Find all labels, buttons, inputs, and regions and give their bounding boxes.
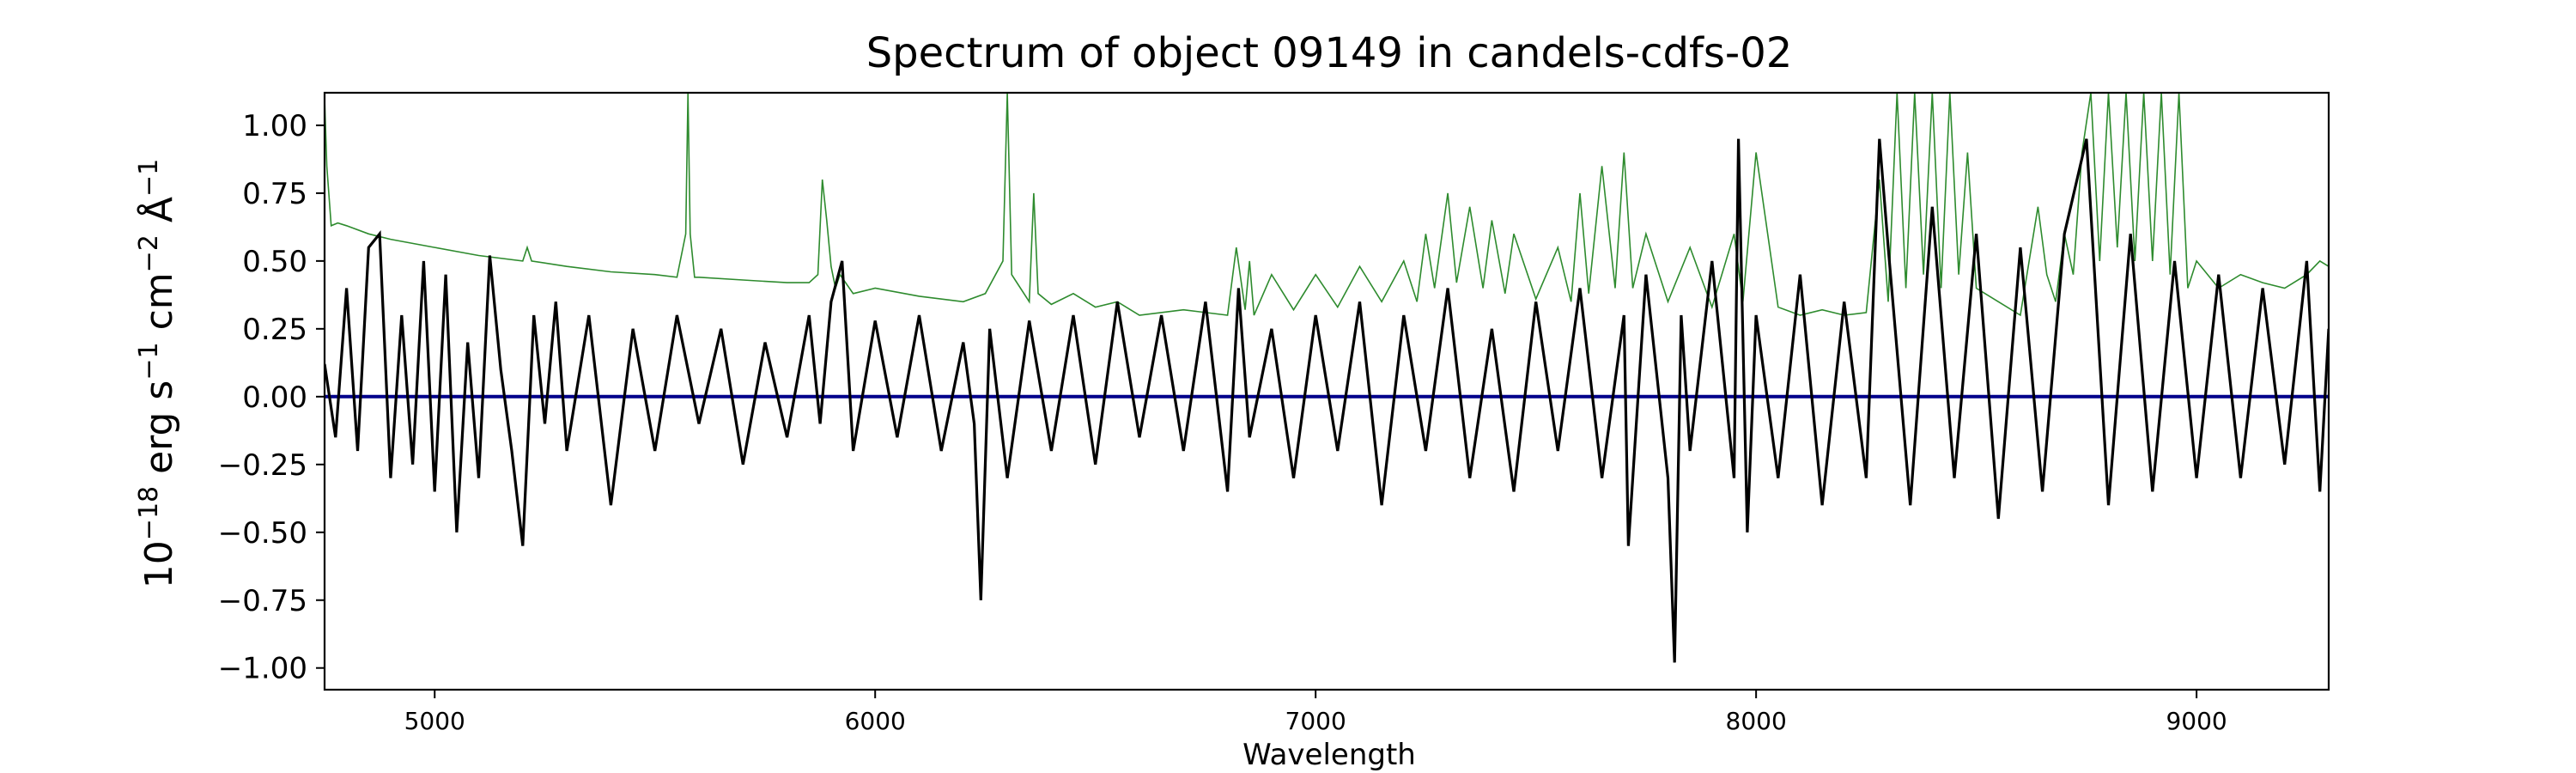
y-tick-label: 0.00 xyxy=(242,380,307,415)
y-label-exp2: −2 xyxy=(134,234,164,272)
x-tick-label: 9000 xyxy=(2166,707,2227,735)
x-tick-label: 6000 xyxy=(845,707,906,735)
y-label-exp3: −1 xyxy=(134,159,164,197)
plot-area xyxy=(323,91,2330,691)
y-axis-label: 10−18 erg s−1 cm−2 Å−1 xyxy=(134,159,182,588)
x-tick-label: 7000 xyxy=(1285,707,1346,735)
y-label-exp1: −1 xyxy=(134,342,164,380)
y-tick-label: 0.50 xyxy=(242,245,307,279)
x-axis: 5000 6000 7000 8000 9000 xyxy=(404,690,2227,735)
y-tick-label: 0.75 xyxy=(242,177,307,211)
error-spectrum-line xyxy=(325,93,2329,317)
x-tick-label: 8000 xyxy=(1726,707,1787,735)
chart-title: Spectrum of object 09149 in candels-cdfs… xyxy=(866,29,1793,77)
y-axis: 1.00 0.75 0.50 0.25 0.00 −0.25 −0.50 −0.75 −1.00 xyxy=(218,109,325,686)
x-tick-label: 5000 xyxy=(404,707,465,735)
y-tick-label: −0.25 xyxy=(218,448,307,483)
y-tick-label: 0.25 xyxy=(242,313,307,347)
y-label-part1: erg s xyxy=(137,380,181,486)
plot-frame xyxy=(323,91,2330,691)
flux-spectrum-line xyxy=(325,138,2329,663)
y-label-part2: cm xyxy=(137,272,181,342)
y-label-part3: Å xyxy=(136,197,181,234)
y-tick-label: −0.75 xyxy=(218,584,307,618)
y-tick-label: −1.00 xyxy=(218,652,307,686)
y-label-base: 10 xyxy=(137,540,181,588)
y-tick-label: 1.00 xyxy=(242,109,307,143)
x-axis-label: Wavelength xyxy=(1242,738,1416,772)
y-tick-label: −0.50 xyxy=(218,516,307,551)
y-label-exp: −18 xyxy=(134,486,164,540)
